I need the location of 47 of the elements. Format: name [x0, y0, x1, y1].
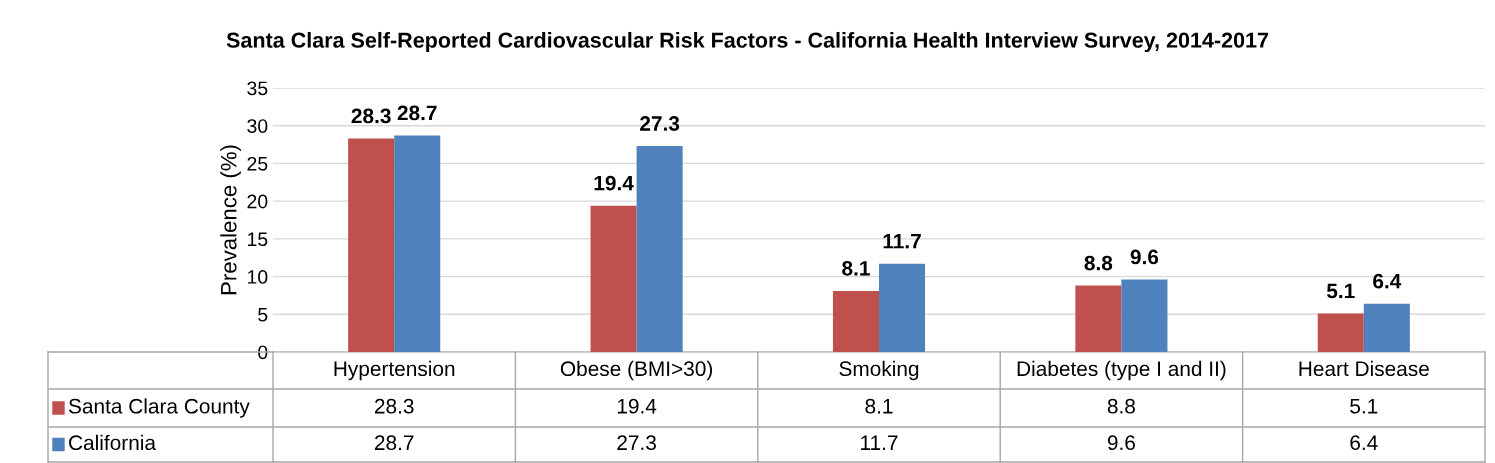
y-tick-label: 20 — [247, 194, 268, 209]
chart-title: Santa Clara Self-Reported Cardiovascular Risk Factors - California Health Interview Survey, 2014-2017 — [226, 31, 1269, 53]
bar — [1363, 303, 1410, 352]
y-axis-title: Prevalence (%) — [220, 145, 241, 295]
x-tick-label: Hypertension — [334, 360, 455, 381]
annotation: 9.6 — [1130, 249, 1159, 265]
data-label: 11.7 — [861, 435, 898, 450]
bar — [348, 138, 395, 352]
annotation: 5.1 — [1326, 283, 1355, 299]
annotation: 28.7 — [397, 105, 437, 121]
data-label: 8.8 — [1107, 398, 1135, 414]
annotation: 27.3 — [640, 116, 680, 131]
data-label: 28.3 — [374, 398, 414, 414]
x-tick-label: Diabetes (type I and II) — [1017, 360, 1226, 381]
y-tick-label: 10 — [248, 270, 268, 284]
data-label: 27.3 — [617, 435, 656, 451]
annotation: 6.4 — [1373, 273, 1402, 289]
data-label: 9.6 — [1107, 435, 1135, 451]
bar — [636, 146, 683, 352]
annotation: 8.8 — [1084, 255, 1113, 271]
y-tick-label: 25 — [247, 156, 268, 171]
bar — [394, 135, 441, 352]
legend-label: California — [69, 434, 156, 451]
data-label: 5.1 — [1350, 399, 1378, 414]
bar — [1075, 285, 1122, 352]
annotation: 8.1 — [842, 260, 870, 276]
legend-label: Santa Clara County — [68, 398, 250, 418]
data-label: 8.1 — [865, 398, 893, 414]
x-tick-label: Obese (BMI>30) — [560, 360, 713, 381]
x-tick-label: Heart Disease — [1299, 360, 1429, 377]
y-tick-label: 15 — [248, 232, 268, 247]
bar — [590, 205, 637, 352]
bar — [1317, 313, 1364, 352]
y-tick-label: 5 — [258, 307, 268, 322]
annotation: 28.3 — [351, 108, 391, 124]
bar — [879, 263, 926, 352]
y-tick-label: 0 — [258, 345, 268, 360]
y-tick-label: 35 — [247, 81, 268, 96]
y-tick-label: 30 — [247, 119, 268, 133]
x-tick-label: Smoking — [839, 360, 919, 381]
annotation: 19.4 — [594, 175, 634, 191]
bar — [832, 290, 879, 352]
bar — [1121, 279, 1168, 352]
data-label: 19.4 — [617, 398, 657, 414]
annotation: 11.7 — [883, 233, 921, 249]
data-label: 28.7 — [374, 435, 414, 451]
data-label: 6.4 — [1350, 435, 1378, 451]
